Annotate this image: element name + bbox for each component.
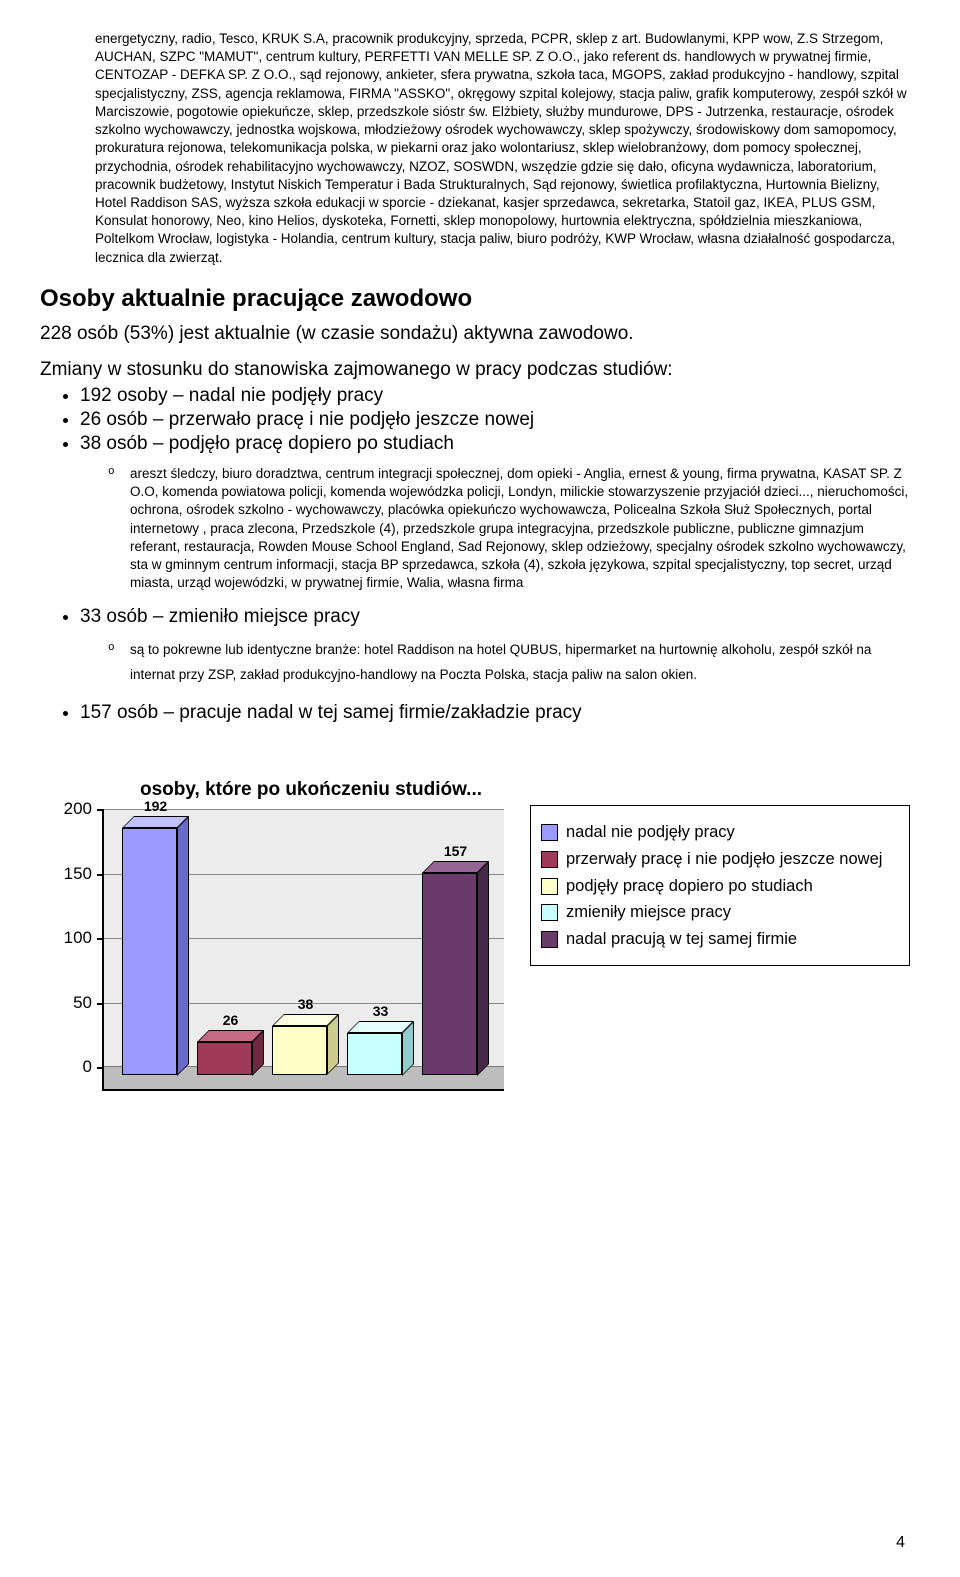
bullet-list-a: 192 osoby – nadal nie podjęły pracy26 os… <box>58 385 920 455</box>
list-item: 192 osoby – nadal nie podjęły pracy <box>80 385 920 407</box>
legend-item: podjęły pracę dopiero po studiach <box>541 876 899 897</box>
legend-swatch <box>541 824 558 841</box>
chart-legend: nadal nie podjęły pracy przerwały pracę i… <box>530 805 910 966</box>
y-tick-label: 100 <box>42 928 92 948</box>
legend-label: zmieniły miejsce pracy <box>566 902 731 923</box>
legend-swatch <box>541 931 558 948</box>
section-heading: Osoby aktualnie pracujące zawodowo <box>40 285 920 313</box>
list-item: 38 osób – podjęło pracę dopiero po studi… <box>80 433 920 455</box>
bar-value-label: 192 <box>144 798 167 814</box>
legend-swatch <box>541 878 558 895</box>
list-item: 33 osób – zmieniło miejsce pracy <box>80 606 920 628</box>
summary-line: 228 osób (53%) jest aktualnie (w czasie … <box>40 323 920 345</box>
y-tick-label: 200 <box>42 799 92 819</box>
chart-bar <box>422 861 489 1076</box>
legend-item: nadal nie podjęły pracy <box>541 822 899 843</box>
bullet-list-b: 33 osób – zmieniło miejsce pracy <box>58 606 920 628</box>
legend-item: zmieniły miejsce pracy <box>541 902 899 923</box>
legend-label: nadal pracują w tej samej firmie <box>566 929 797 950</box>
list-item: 26 osób – przerwało pracę i nie podjęło … <box>80 409 920 431</box>
legend-item: nadal pracują w tej samej firmie <box>541 929 899 950</box>
chart-plot-area: 192263833157 <box>102 809 504 1091</box>
bar-value-label: 33 <box>373 1003 389 1019</box>
chart-container: osoby, które po ukończeniu studiów... 0 5… <box>40 779 920 1109</box>
bar-value-label: 157 <box>444 843 467 859</box>
bar-value-label: 26 <box>223 1012 239 1028</box>
chart-bar <box>122 816 189 1076</box>
chart-bar <box>197 1030 264 1076</box>
y-tick-label: 150 <box>42 864 92 884</box>
list-item: 157 osób – pracuje nadal w tej samej fir… <box>80 702 920 724</box>
y-tick-label: 0 <box>42 1057 92 1077</box>
chart-title: osoby, które po ukończeniu studiów... <box>140 779 482 801</box>
y-tick-label: 50 <box>42 993 92 1013</box>
intro-paragraph: energetyczny, radio, Tesco, KRUK S.A, pr… <box>95 30 920 267</box>
changes-intro: Zmiany w stosunku do stanowiska zajmowan… <box>40 359 920 381</box>
sub-paragraph-b: są to pokrewne lub identyczne branże: ho… <box>130 638 920 688</box>
chart-bar <box>272 1014 339 1075</box>
legend-label: podjęły pracę dopiero po studiach <box>566 876 813 897</box>
legend-label: nadal nie podjęły pracy <box>566 822 735 843</box>
legend-item: przerwały pracę i nie podjęło jeszcze no… <box>541 849 899 870</box>
bar-value-label: 38 <box>298 996 314 1012</box>
chart-bar <box>347 1021 414 1076</box>
chart-y-axis: 0 50 100 150 200 <box>40 801 100 1091</box>
sub-paragraph-a: areszt śledczy, biuro doradztwa, centrum… <box>130 465 920 593</box>
bullet-list-c: 157 osób – pracuje nadal w tej samej fir… <box>58 702 920 724</box>
legend-swatch <box>541 851 558 868</box>
legend-label: przerwały pracę i nie podjęło jeszcze no… <box>566 849 882 870</box>
legend-swatch <box>541 904 558 921</box>
page-number: 4 <box>896 1534 905 1552</box>
